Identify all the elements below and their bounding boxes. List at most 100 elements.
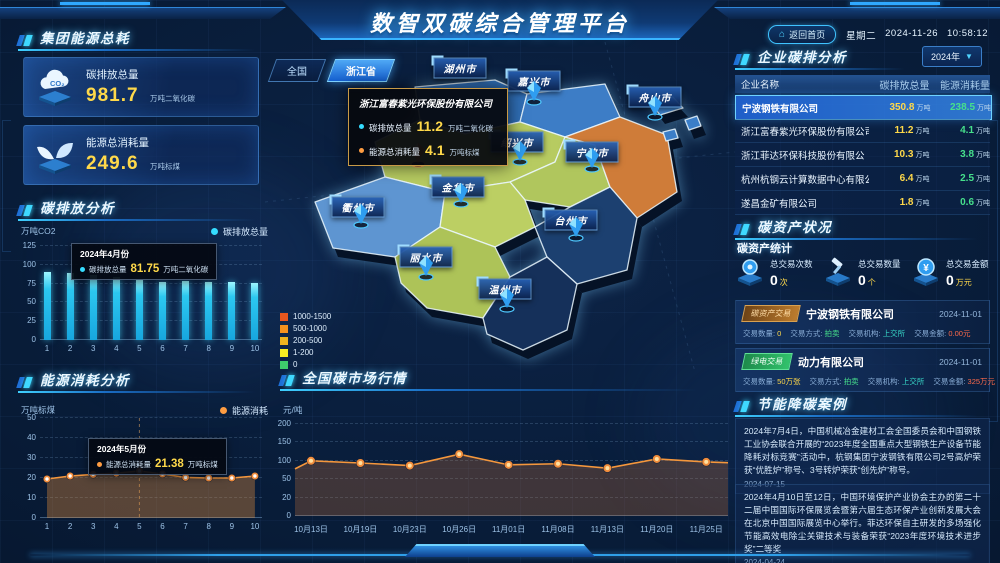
x-tick-label: 11月25日 bbox=[689, 525, 723, 534]
y-tick-label: 100 bbox=[277, 455, 291, 465]
grid-line bbox=[295, 478, 728, 480]
bar bbox=[251, 282, 259, 340]
map-pin-icon[interactable] bbox=[567, 216, 585, 247]
map-pin-icon[interactable] bbox=[352, 203, 370, 234]
company-name: 浙江菲达环保科技股份有限公 bbox=[741, 150, 865, 162]
table-row[interactable]: 杭州杭钢云计算数据中心有限公司 6.4万吨 2.5万吨 bbox=[735, 167, 990, 191]
table-row[interactable]: 浙江菲达环保科技股份有限公 10.3 万吨 3.8 万吨 bbox=[735, 143, 990, 167]
map-pin-icon[interactable] bbox=[583, 147, 601, 178]
y-axis-unit: 元/吨 bbox=[283, 405, 303, 415]
trade-badge: 碳资产交易 bbox=[741, 305, 801, 322]
x-tick-label: 2 bbox=[67, 522, 73, 531]
bar bbox=[89, 274, 97, 340]
section-marker-icon bbox=[16, 35, 34, 46]
section-marker-icon bbox=[733, 54, 751, 65]
table-row[interactable]: 宁波钢铁有限公司 350.8 万吨 238.5 万吨 bbox=[735, 95, 992, 120]
section-marker-icon bbox=[16, 205, 34, 216]
x-tick-label: 3 bbox=[90, 344, 96, 353]
gavel-icon bbox=[823, 256, 853, 291]
map-region-温州市[interactable] bbox=[482, 256, 578, 351]
y-tick-label: 100 bbox=[22, 259, 36, 269]
x-tick-label: 8 bbox=[206, 522, 211, 531]
market-plot-area: 0 20 50 100 150 200 10月13日 10月19日 10月23日 10月26日 11… bbox=[278, 419, 729, 534]
legend-swatch-icon bbox=[280, 360, 288, 369]
map-pin-icon[interactable] bbox=[646, 95, 664, 126]
co2-cloud-icon: CO₂ bbox=[24, 67, 86, 107]
x-tick-label: 10月23日 bbox=[392, 525, 427, 534]
energy-area-chart: 万吨标煤 能源消耗 0 10 20 30 40 50 1 2 3 4 5 6 7 8 9 10 2024年5月… bbox=[18, 398, 268, 538]
map-pin-icon[interactable] bbox=[511, 140, 529, 171]
y-tick-label: 50 bbox=[27, 413, 36, 422]
case-card[interactable]: 2024年7月4日，中国机械冶金建材工会全国委员会和中国钢铁工业协会联合开展的“… bbox=[735, 418, 990, 494]
x-tick-label: 10月13日 bbox=[294, 525, 328, 534]
clock: 星期二 2024-11-26 10:58:12 bbox=[846, 28, 988, 42]
back-home-button[interactable]: ⌂ 返回首页 bbox=[768, 25, 837, 44]
asset-stat-1: 总交易次数 0 次 bbox=[735, 256, 813, 291]
year-dropdown[interactable]: 2024年 ▼ bbox=[922, 46, 982, 67]
x-tick-label: 5 bbox=[137, 344, 142, 353]
tab-nation[interactable]: 全国 bbox=[267, 59, 327, 82]
city-label-台州市[interactable]: 台州市 bbox=[542, 207, 598, 231]
y-tick-label: 30 bbox=[27, 453, 36, 462]
emission-tooltip: 2024年4月份 碳排放总量 81.75 万吨二氧化碳 bbox=[71, 243, 218, 280]
map-pin-icon[interactable] bbox=[525, 80, 543, 111]
y-tick-label: 0 bbox=[31, 513, 36, 522]
section-marker-icon bbox=[16, 377, 34, 388]
section-enterprise-title: 企业碳排分析 bbox=[733, 48, 913, 70]
asset-stat-unit: 个 bbox=[867, 277, 876, 287]
date: 2024-11-26 bbox=[885, 27, 939, 39]
map-pin-icon[interactable] bbox=[498, 287, 516, 318]
energy-value: 238.5 万吨 bbox=[949, 102, 992, 113]
x-tick-label: 8 bbox=[206, 344, 211, 353]
section-marker-icon bbox=[733, 401, 751, 412]
grid-line bbox=[40, 497, 262, 498]
coin-icon bbox=[735, 256, 765, 291]
header-band bbox=[282, 0, 718, 40]
city-label-湖州市[interactable]: 湖州市 bbox=[431, 55, 487, 79]
x-tick-label: 9 bbox=[229, 522, 235, 531]
trade-date: 2024-11-01 bbox=[939, 356, 982, 367]
grid-line bbox=[40, 417, 262, 418]
stat-card-emission: CO₂ 碳排放总量 981.7 万吨二氧化碳 bbox=[23, 57, 259, 117]
top-right-bar: ⌂ 返回首页 星期二 2024-11-26 10:58:12 bbox=[768, 25, 988, 44]
table-row[interactable]: 遂昌金矿有限公司 1.8 万吨 0.6 万吨 bbox=[735, 191, 990, 215]
map-pin-icon[interactable] bbox=[417, 255, 435, 286]
company-name: 遂昌金矿有限公司 bbox=[741, 198, 818, 210]
legend-dot-icon bbox=[210, 228, 218, 235]
chart-legend[interactable]: 能源消耗 bbox=[219, 404, 268, 417]
company-name: 浙江富春紫光环保股份有限公司 bbox=[741, 126, 869, 138]
x-tick-label: 4 bbox=[114, 522, 119, 531]
y-tick-label: 10 bbox=[27, 493, 36, 502]
y-axis-unit: 万吨CO2 bbox=[21, 226, 56, 236]
trade-badge: 绿电交易 bbox=[741, 353, 793, 370]
emission-value: 350.8 万吨 bbox=[889, 102, 931, 113]
tooltip-dot-icon bbox=[97, 461, 102, 467]
grid-line bbox=[295, 496, 728, 498]
trade-card: 绿电交易 动力有限公司 2024-11-01 交易数量: 50万张 交易方式: 拍卖 交易… bbox=[735, 348, 995, 392]
grid-line bbox=[40, 477, 262, 478]
section-marker-icon bbox=[278, 375, 296, 386]
asset-stat-value: 0 bbox=[858, 271, 866, 288]
emission-plot-area: 0 25 50 75 100 125 1 2 3 4 5 6 7 8 9 10 bbox=[23, 241, 262, 353]
case-card[interactable]: 2024年4月10日至12日，中国环境保护产业协会主办的第二十二届中国国际环保展… bbox=[735, 484, 990, 563]
chart-legend[interactable]: 碳排放总量 bbox=[210, 225, 268, 238]
grid-line bbox=[40, 301, 262, 303]
emission-value: 1.8 万吨 bbox=[899, 197, 930, 208]
section-energy-chart-title: 能源消耗分析 bbox=[16, 371, 268, 393]
market-line-chart: 元/吨 0 20 50 100 150 200 10月13日 10月19日 10月23日 10月2… bbox=[278, 396, 729, 546]
x-tick-label: 10 bbox=[250, 344, 260, 353]
map-pin-icon[interactable] bbox=[452, 182, 470, 213]
map-legend-item: 1000-1500 bbox=[280, 312, 331, 321]
table-row[interactable]: 浙江富春紫光环保股份有限公司 11.2 万吨 4.1 万吨 bbox=[735, 119, 990, 143]
section-emission-chart-title: 碳排放分析 bbox=[16, 199, 268, 221]
emission-value: 10.3 万吨 bbox=[894, 149, 930, 160]
x-tick-label: 11月08日 bbox=[541, 525, 575, 534]
energy-plot-area: 0 10 20 30 40 50 1 2 3 4 5 6 7 8 9 10 bbox=[27, 413, 262, 531]
stat-value: 249.6 bbox=[86, 153, 139, 174]
tab-province[interactable]: 浙江省 bbox=[326, 59, 396, 82]
stat-label: 能源总消耗量 bbox=[86, 137, 149, 149]
stat-card-energy: 能源总消耗量 249.6 万吨标煤 bbox=[23, 125, 259, 185]
emission-value: 6.4 万吨 bbox=[899, 173, 930, 184]
x-tick-label: 10月19日 bbox=[343, 525, 378, 534]
frame-deco bbox=[2, 120, 11, 252]
